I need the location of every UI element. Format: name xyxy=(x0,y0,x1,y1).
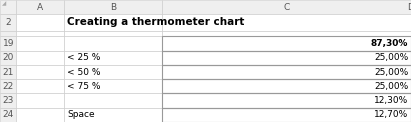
Text: 12,70%: 12,70% xyxy=(374,110,408,119)
Bar xyxy=(64,93,162,108)
Bar xyxy=(0,36,16,51)
Bar xyxy=(162,31,411,36)
Bar xyxy=(162,14,411,31)
Bar xyxy=(0,0,16,14)
Text: 12,30%: 12,30% xyxy=(374,96,408,105)
Text: < 25 %: < 25 % xyxy=(67,53,100,62)
Bar xyxy=(0,14,16,31)
Text: 19: 19 xyxy=(2,39,14,48)
Text: B: B xyxy=(110,3,116,12)
Bar xyxy=(16,65,64,79)
Text: C: C xyxy=(284,3,290,12)
Bar xyxy=(16,0,64,14)
Bar xyxy=(0,93,16,108)
Bar xyxy=(64,0,162,14)
Bar xyxy=(16,51,64,65)
Bar xyxy=(0,31,16,36)
Bar xyxy=(162,93,411,108)
Bar xyxy=(16,93,64,108)
Bar xyxy=(64,108,162,122)
Bar xyxy=(64,31,162,36)
Bar xyxy=(0,36,16,51)
Bar xyxy=(162,93,411,108)
Bar xyxy=(162,51,411,65)
Text: 25,00%: 25,00% xyxy=(374,68,408,77)
Bar xyxy=(162,51,411,65)
Bar xyxy=(16,108,64,122)
Text: < 50 %: < 50 % xyxy=(67,68,101,77)
Bar xyxy=(64,51,162,65)
Bar xyxy=(0,79,16,93)
Bar xyxy=(162,108,411,122)
Text: Space: Space xyxy=(67,110,95,119)
Bar xyxy=(162,108,411,122)
Bar xyxy=(64,36,162,51)
Bar xyxy=(0,79,16,93)
Bar xyxy=(0,65,16,79)
Bar xyxy=(16,14,64,31)
Bar xyxy=(64,14,162,31)
Bar xyxy=(162,79,411,93)
Bar xyxy=(162,65,411,79)
Bar xyxy=(0,51,16,65)
Text: 23: 23 xyxy=(2,96,14,105)
Text: 22: 22 xyxy=(2,82,14,91)
Text: ◢: ◢ xyxy=(2,1,6,6)
Bar xyxy=(162,65,411,79)
Bar xyxy=(64,0,162,14)
Text: 21: 21 xyxy=(2,68,14,77)
Text: 2: 2 xyxy=(5,18,11,27)
Text: 24: 24 xyxy=(2,110,14,119)
Bar xyxy=(162,36,411,51)
Text: D: D xyxy=(408,3,411,12)
Bar xyxy=(162,0,411,14)
Bar xyxy=(64,65,162,79)
Bar xyxy=(16,79,64,93)
Bar xyxy=(0,14,16,31)
Bar xyxy=(0,108,16,122)
Bar xyxy=(0,51,16,65)
Text: 25,00%: 25,00% xyxy=(374,53,408,62)
Text: 20: 20 xyxy=(2,53,14,62)
Bar xyxy=(0,0,16,14)
Bar xyxy=(16,36,64,51)
Bar xyxy=(16,0,64,14)
Text: A: A xyxy=(37,3,43,12)
Bar xyxy=(162,36,411,51)
Text: < 75 %: < 75 % xyxy=(67,82,101,91)
Text: 25,00%: 25,00% xyxy=(374,82,408,91)
Bar xyxy=(16,31,64,36)
Text: 87,30%: 87,30% xyxy=(371,39,408,48)
Bar xyxy=(64,79,162,93)
Bar xyxy=(162,79,411,93)
Bar xyxy=(0,31,16,36)
Bar xyxy=(0,65,16,79)
Bar xyxy=(0,108,16,122)
Bar xyxy=(0,93,16,108)
Bar xyxy=(162,0,411,14)
Text: Creating a thermometer chart: Creating a thermometer chart xyxy=(67,17,245,27)
